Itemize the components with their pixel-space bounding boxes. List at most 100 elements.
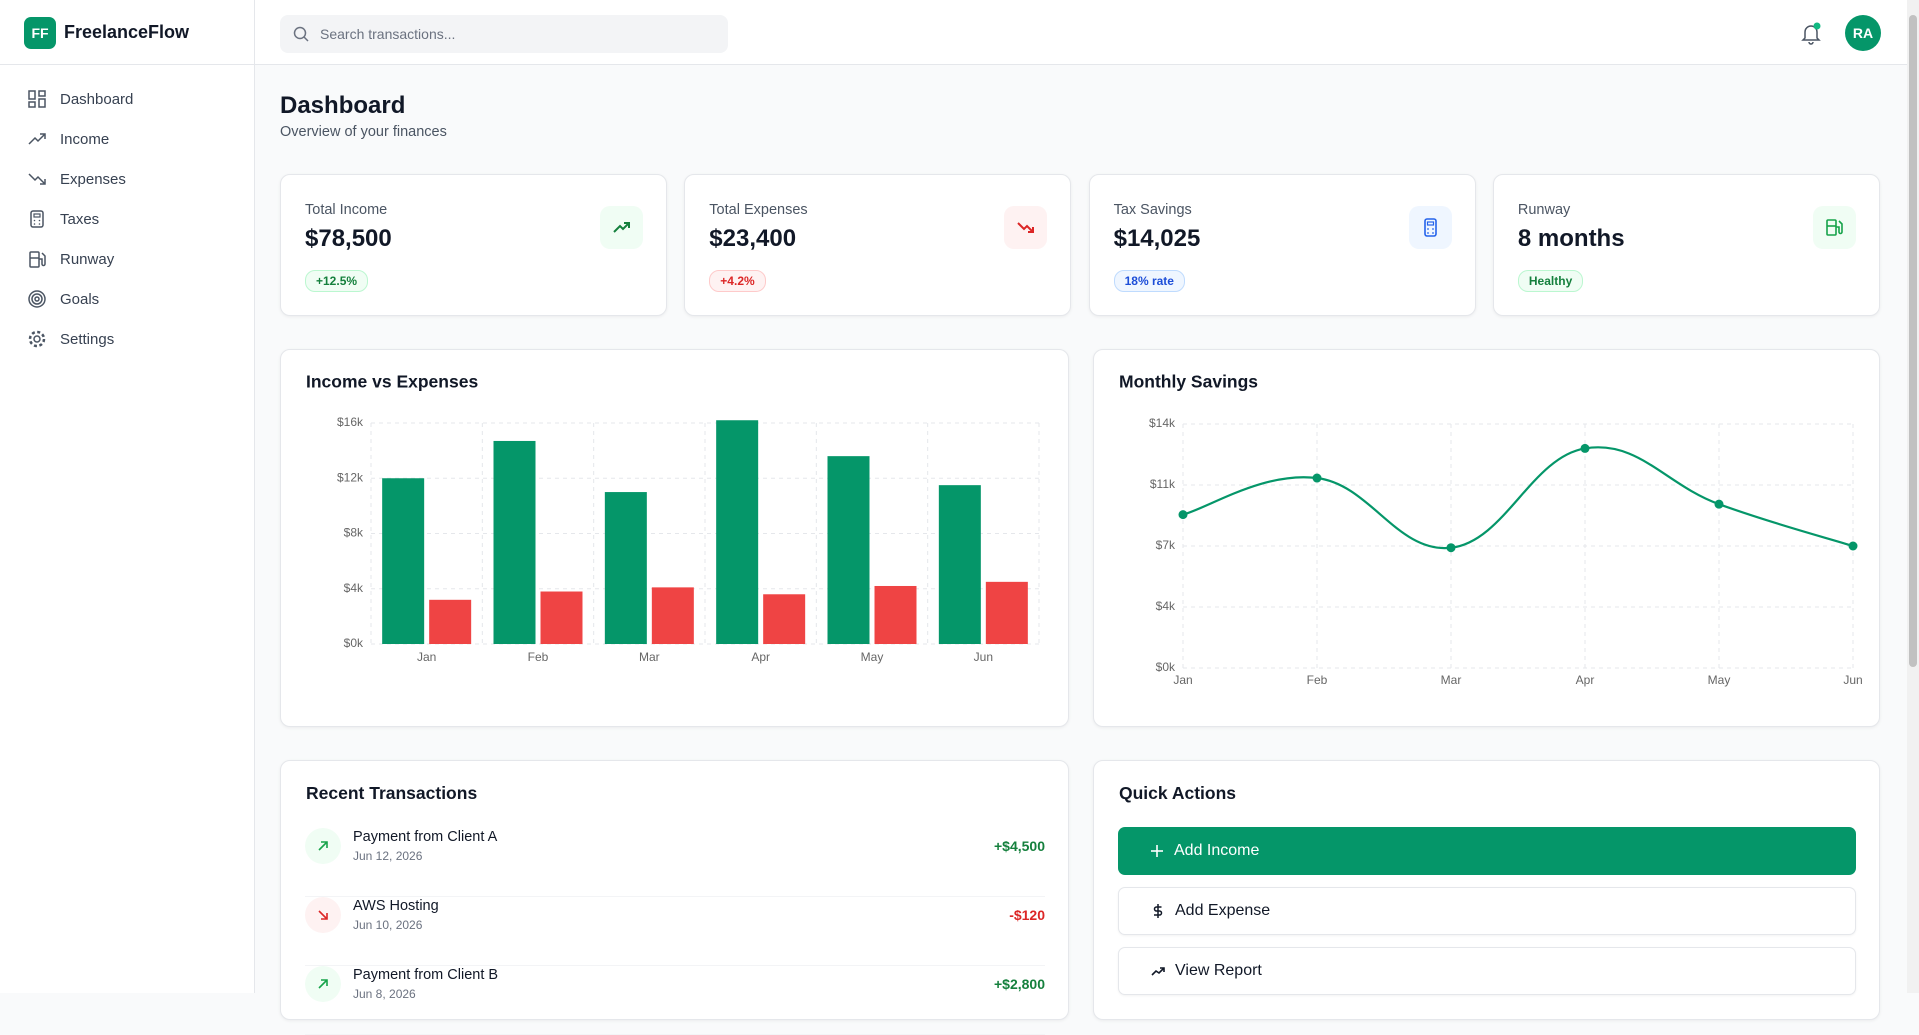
bar xyxy=(382,478,425,644)
nav-label: Settings xyxy=(60,331,115,348)
icon xyxy=(1826,219,1843,236)
kpi-badge: +4.2% xyxy=(709,270,766,292)
bar xyxy=(938,485,981,644)
kpi-label: Total Expenses xyxy=(709,202,808,218)
action-button[interactable]: Add Expense xyxy=(1118,887,1856,935)
line xyxy=(1182,446,1854,550)
icon xyxy=(318,910,328,920)
nav-item[interactable]: Settings xyxy=(0,320,254,360)
nav-item[interactable]: Income xyxy=(0,120,254,160)
transaction-amount: +$2,800 xyxy=(994,976,1045,992)
kpi-icon xyxy=(1408,206,1452,249)
x-tick-label: Jan xyxy=(417,650,436,664)
icon xyxy=(28,133,46,145)
scrollbar[interactable] xyxy=(1907,0,1919,993)
x-tick-label: May xyxy=(861,650,884,664)
icon xyxy=(318,979,328,989)
search-icon xyxy=(293,26,309,42)
kpi-icon xyxy=(600,206,643,249)
icon xyxy=(613,222,630,233)
x-tick-label: Jun xyxy=(974,650,993,664)
x-tick-label: Mar xyxy=(639,650,660,664)
nav-item[interactable]: Runway xyxy=(0,240,254,280)
transaction-date: Jun 10, 2026 xyxy=(353,918,423,932)
y-tick-label: $12k xyxy=(337,470,364,484)
action-button[interactable]: View Report xyxy=(1118,947,1856,995)
chart-title: Income vs Expenses xyxy=(306,372,478,392)
y-tick-label: $4k xyxy=(1156,599,1176,613)
header: Search transactions... RA xyxy=(255,0,1907,65)
nav-label: Expenses xyxy=(60,171,126,188)
nav-item[interactable]: Expenses xyxy=(0,160,254,200)
kpi-badge: +12.5% xyxy=(305,270,369,292)
icon xyxy=(28,90,46,108)
kpi-value: $23,400 xyxy=(709,225,797,252)
point xyxy=(1714,499,1724,509)
avatar[interactable]: RA xyxy=(1845,15,1881,51)
transaction-icon xyxy=(305,828,341,864)
icon xyxy=(1151,845,1163,857)
brand: FF FreelanceFlow xyxy=(0,0,254,65)
transaction-date: Jun 8, 2026 xyxy=(353,987,416,1001)
kpi-icon xyxy=(1004,206,1048,249)
x-tick-label: May xyxy=(1708,673,1731,687)
icon xyxy=(1017,222,1035,233)
transaction-name: AWS Hosting xyxy=(353,898,439,914)
bar xyxy=(540,591,583,644)
transaction-name: Payment from Client A xyxy=(353,829,498,845)
page-subtitle: Overview of your finances xyxy=(280,124,447,140)
card-title: Quick Actions xyxy=(1119,783,1237,803)
x-tick-label: Feb xyxy=(528,650,549,664)
kpi-label: Total Income xyxy=(305,202,388,218)
transaction-date: Jun 12, 2026 xyxy=(353,849,423,863)
page-title: Dashboard xyxy=(280,92,406,119)
chart-card: Monthly Savings $0k $4k $7k $11k $14k Jan Feb Ma… xyxy=(1093,349,1880,727)
logo: FF xyxy=(24,17,56,49)
y-tick-label: $8k xyxy=(344,526,364,540)
point xyxy=(1312,473,1322,483)
chart: Income vs Expenses $0k $4k $8k $12k $16k Jan Fe… xyxy=(306,372,1040,1035)
notification-bell[interactable] xyxy=(1800,22,1822,46)
chart-card: Income vs Expenses $0k $4k $8k $12k $16k Jan Fe… xyxy=(280,349,1069,1035)
kpi-value: $78,500 xyxy=(305,225,392,252)
transaction-row[interactable]: AWS Hosting Jun 10, 2026 -$120 xyxy=(305,897,1045,966)
transaction-icon xyxy=(305,966,341,1002)
nav-item[interactable]: Dashboard xyxy=(0,80,254,120)
y-tick-label: $0k xyxy=(344,636,364,650)
nav-item[interactable]: Taxes xyxy=(0,200,254,240)
scrollbar-thumb[interactable] xyxy=(1909,15,1917,667)
x-tick-label: Apr xyxy=(751,650,770,664)
nav-label: Dashboard xyxy=(60,91,134,108)
transaction-row[interactable]: Payment from Client A Jun 12, 2026 +$4,500 xyxy=(305,828,1045,897)
bar xyxy=(763,594,806,644)
transactions-card: Recent Transactions Payment from Client … xyxy=(280,760,1069,1035)
transaction-row[interactable]: Payment from Client B Jun 8, 2026 +$2,800 xyxy=(305,966,1045,1035)
nav-label: Goals xyxy=(60,291,100,308)
bar xyxy=(874,585,917,644)
nav-label: Income xyxy=(60,131,110,148)
y-tick-label: $0k xyxy=(1156,660,1176,674)
transaction-amount: -$120 xyxy=(1009,907,1045,923)
transaction-amount: +$4,500 xyxy=(994,838,1045,854)
transaction-icon xyxy=(305,897,341,933)
nav-item[interactable]: Goals xyxy=(0,280,254,320)
icon xyxy=(1153,904,1163,918)
icon xyxy=(1151,967,1165,976)
kpi-card: Runway 8 months Healthy xyxy=(1492,174,1880,316)
action-label: Add Expense xyxy=(1175,902,1271,919)
kpi-value: 8 months xyxy=(1517,225,1625,252)
bar xyxy=(985,581,1028,644)
bar xyxy=(651,587,694,644)
sidebar: FF FreelanceFlow Dashboard Income Expenses… xyxy=(0,0,255,993)
transaction-name: Payment from Client B xyxy=(353,967,499,983)
icon xyxy=(29,251,46,268)
y-tick-label: $7k xyxy=(1156,538,1176,552)
kpi-label: Tax Savings xyxy=(1113,202,1192,218)
action-button[interactable]: Add Income xyxy=(1118,827,1856,875)
x-tick-label: Feb xyxy=(1307,673,1328,687)
icon xyxy=(318,841,328,851)
y-tick-label: $11k xyxy=(1150,477,1176,491)
point xyxy=(1446,543,1456,553)
search-box[interactable]: Search transactions... xyxy=(280,15,728,53)
kpi-badge: 18% rate xyxy=(1113,270,1185,292)
